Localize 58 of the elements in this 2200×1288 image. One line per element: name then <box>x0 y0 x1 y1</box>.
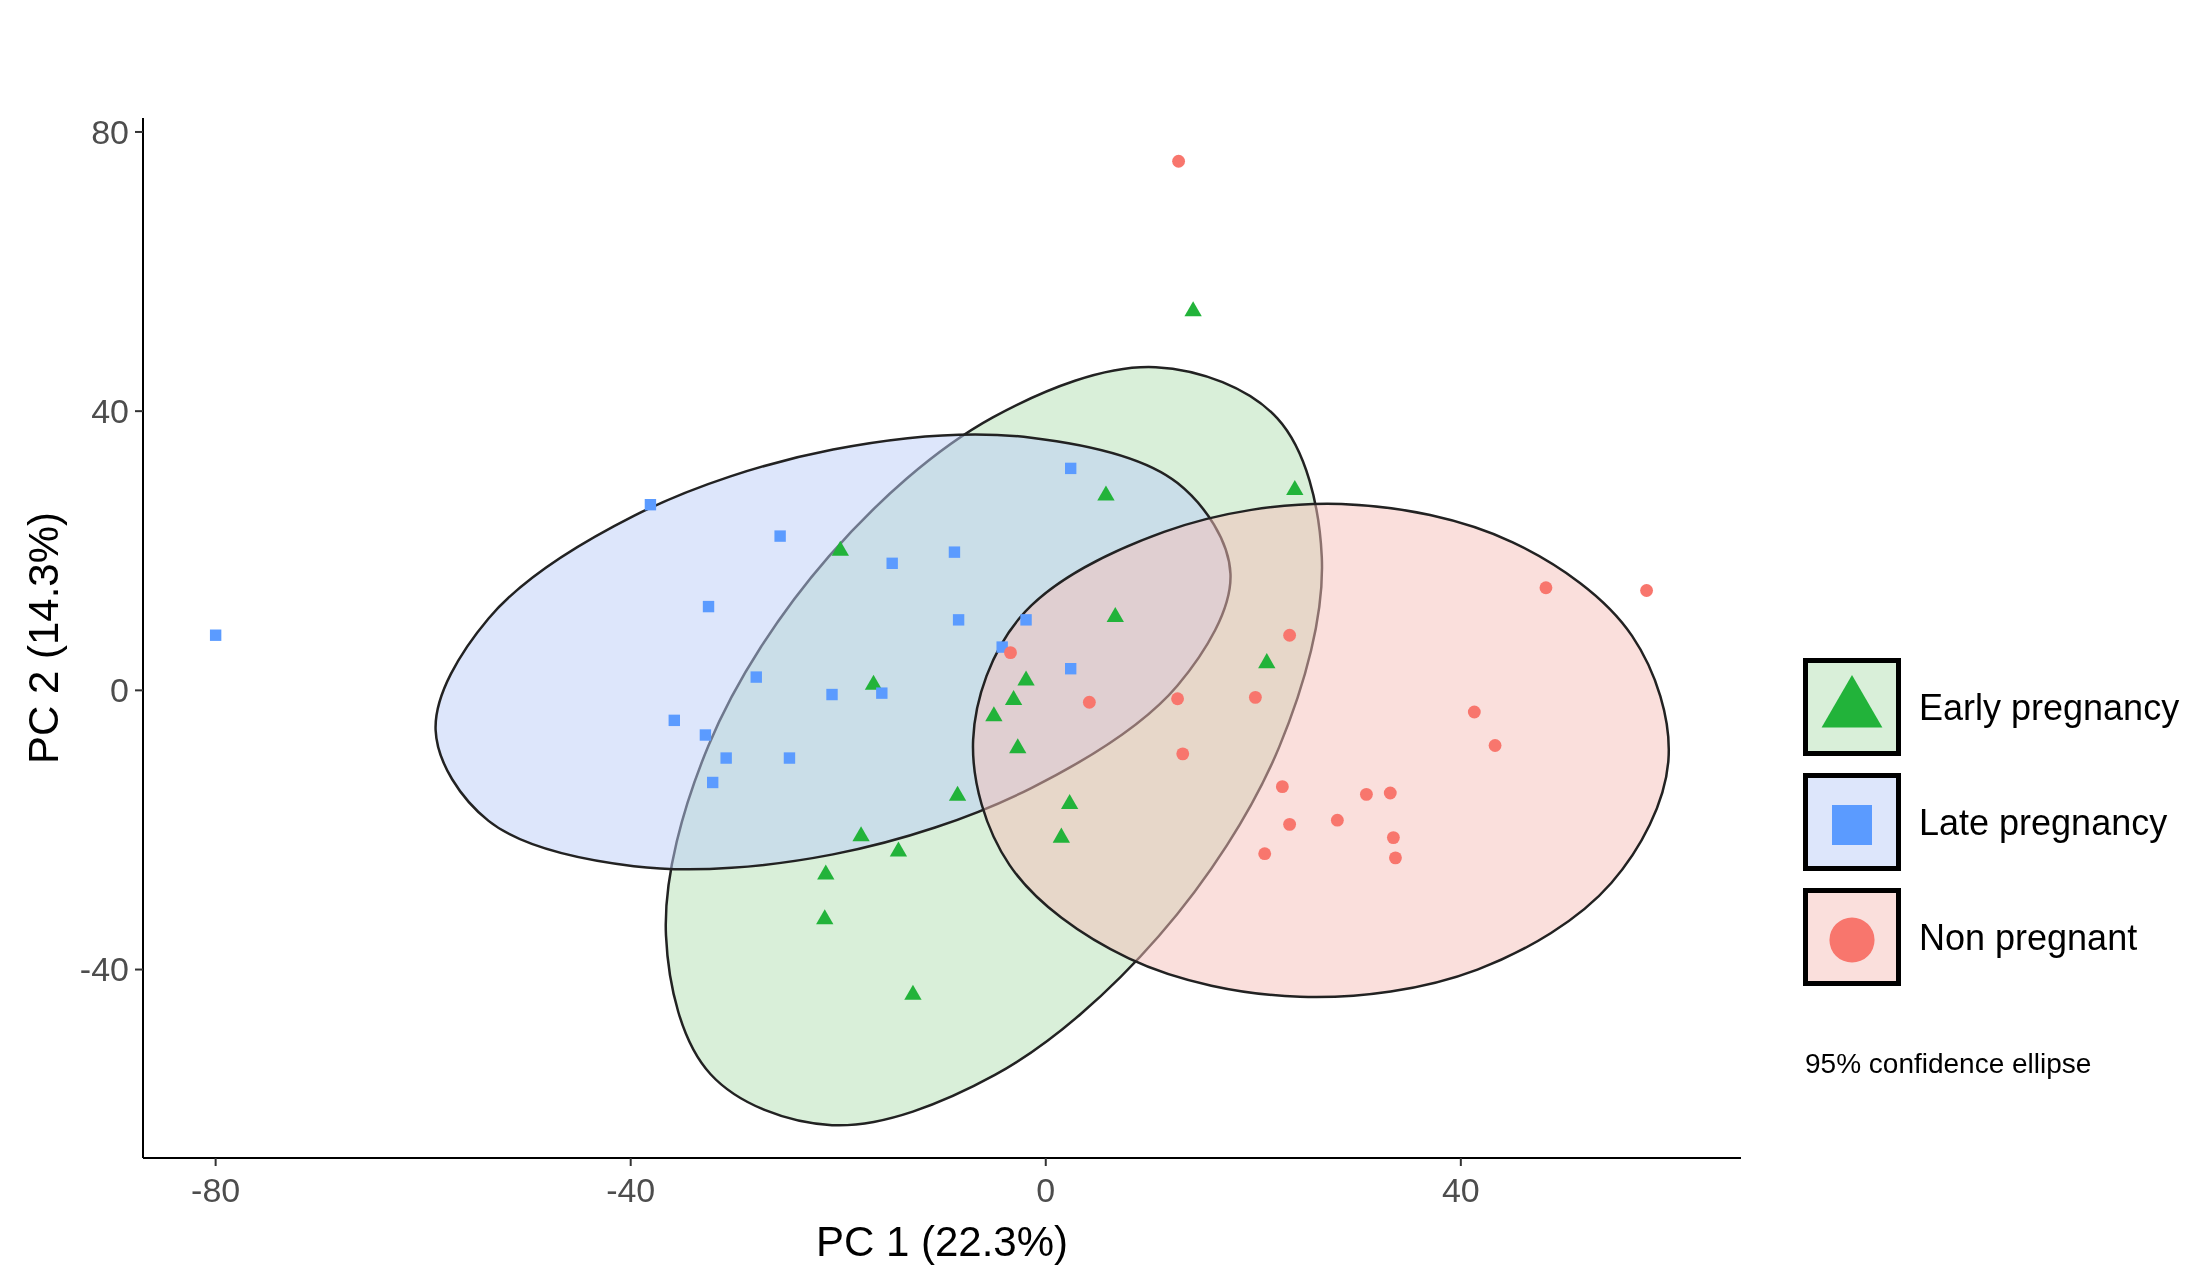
point <box>706 776 719 789</box>
y-tick-label: 40 <box>91 392 129 431</box>
point <box>1286 480 1304 496</box>
point <box>750 671 762 683</box>
x-tick-label: -80 <box>191 1171 241 1209</box>
point <box>948 546 961 558</box>
point <box>1060 794 1079 810</box>
point <box>1171 692 1184 706</box>
point <box>1359 787 1373 801</box>
point <box>1248 690 1262 704</box>
legend-label: Non pregnant <box>1919 916 2138 958</box>
x-tick-label: 40 <box>1441 1171 1480 1209</box>
x-tick-label: -40 <box>606 1171 656 1209</box>
point <box>1106 607 1124 623</box>
point <box>985 706 1003 722</box>
point <box>783 752 796 764</box>
legend-label: Early pregnancy <box>1919 686 2180 728</box>
point <box>1172 154 1186 168</box>
point <box>1082 695 1096 709</box>
point <box>1275 780 1289 794</box>
point <box>702 600 715 613</box>
y-tick-label: 80 <box>91 112 129 151</box>
point <box>699 729 712 741</box>
point <box>668 714 680 727</box>
point <box>1184 301 1202 317</box>
point <box>1004 646 1017 660</box>
point <box>1488 739 1502 752</box>
point <box>1640 584 1654 597</box>
y-tick-label: 0 <box>110 671 129 710</box>
point <box>1389 851 1402 865</box>
point <box>1467 705 1481 719</box>
point <box>1004 690 1023 706</box>
point <box>1258 653 1276 669</box>
point <box>1176 747 1190 761</box>
point <box>1064 462 1077 475</box>
legend-label: Late pregnancy <box>1919 801 2168 843</box>
y-axis-title: PC 2 (14.3%) <box>20 511 67 765</box>
point <box>1539 581 1553 595</box>
x-axis-title: PC 1 (22.3%) <box>815 1218 1069 1265</box>
point <box>1283 817 1297 831</box>
point <box>774 530 786 542</box>
point <box>826 688 838 701</box>
point <box>209 629 222 641</box>
point <box>1383 786 1397 800</box>
point <box>1258 847 1272 861</box>
point <box>876 687 888 699</box>
point <box>1283 628 1297 642</box>
point <box>886 557 898 570</box>
point <box>952 614 965 626</box>
point <box>1064 663 1077 675</box>
point <box>720 752 732 764</box>
point <box>1020 614 1032 626</box>
point <box>1330 813 1344 827</box>
point <box>644 498 657 511</box>
y-tick-label: -40 <box>79 950 129 989</box>
x-tick-label: 0 <box>1036 1171 1056 1209</box>
text: 95% confidence ellipse <box>1805 1048 2092 1079</box>
point <box>1386 831 1400 845</box>
